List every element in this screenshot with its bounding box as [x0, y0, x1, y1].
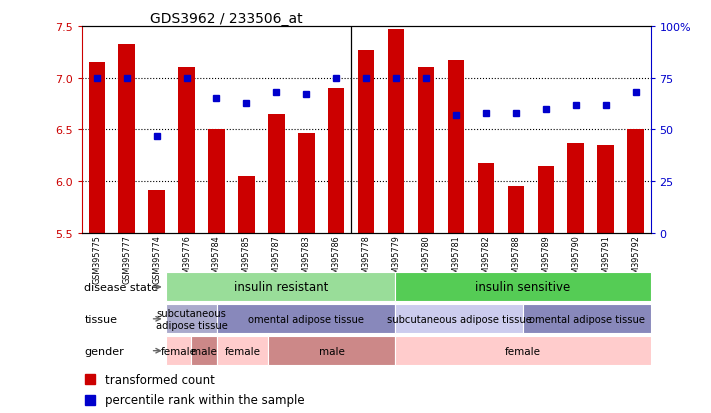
- Text: female: female: [225, 346, 260, 356]
- Bar: [119, 44, 135, 233]
- Bar: [538, 166, 554, 233]
- Bar: [268, 336, 395, 366]
- Text: GDS3962 / 233506_at: GDS3962 / 233506_at: [150, 12, 303, 26]
- Text: percentile rank within the sample: percentile rank within the sample: [105, 393, 304, 406]
- Bar: [395, 336, 651, 366]
- Text: disease state: disease state: [85, 282, 159, 292]
- Text: female: female: [161, 346, 197, 356]
- Bar: [149, 191, 165, 233]
- Bar: [358, 50, 375, 233]
- Text: tissue: tissue: [85, 314, 117, 324]
- Bar: [523, 304, 651, 334]
- Bar: [627, 130, 644, 233]
- Text: omental adipose tissue: omental adipose tissue: [529, 314, 645, 324]
- Text: male: male: [319, 346, 345, 356]
- Bar: [567, 143, 584, 233]
- Bar: [238, 177, 255, 233]
- Bar: [208, 130, 225, 233]
- Text: female: female: [505, 346, 541, 356]
- Text: omental adipose tissue: omental adipose tissue: [248, 314, 364, 324]
- Bar: [448, 61, 464, 233]
- Text: subcutaneous adipose tissue: subcutaneous adipose tissue: [387, 314, 532, 324]
- Bar: [191, 336, 217, 366]
- Text: transformed count: transformed count: [105, 373, 215, 386]
- Bar: [268, 114, 284, 233]
- Text: gender: gender: [85, 346, 124, 356]
- Bar: [395, 273, 651, 302]
- Bar: [166, 336, 191, 366]
- Bar: [166, 304, 217, 334]
- Bar: [388, 30, 405, 233]
- Text: male: male: [191, 346, 217, 356]
- Bar: [166, 273, 395, 302]
- Bar: [395, 304, 523, 334]
- Text: insulin sensitive: insulin sensitive: [476, 281, 571, 294]
- Bar: [217, 336, 268, 366]
- Bar: [478, 163, 494, 233]
- Text: subcutaneous
adipose tissue: subcutaneous adipose tissue: [156, 308, 228, 330]
- Bar: [328, 89, 344, 233]
- Bar: [178, 68, 195, 233]
- Bar: [298, 133, 314, 233]
- Bar: [508, 187, 524, 233]
- Text: insulin resistant: insulin resistant: [233, 281, 328, 294]
- Bar: [88, 63, 105, 233]
- Bar: [217, 304, 395, 334]
- Bar: [597, 146, 614, 233]
- Bar: [418, 68, 434, 233]
